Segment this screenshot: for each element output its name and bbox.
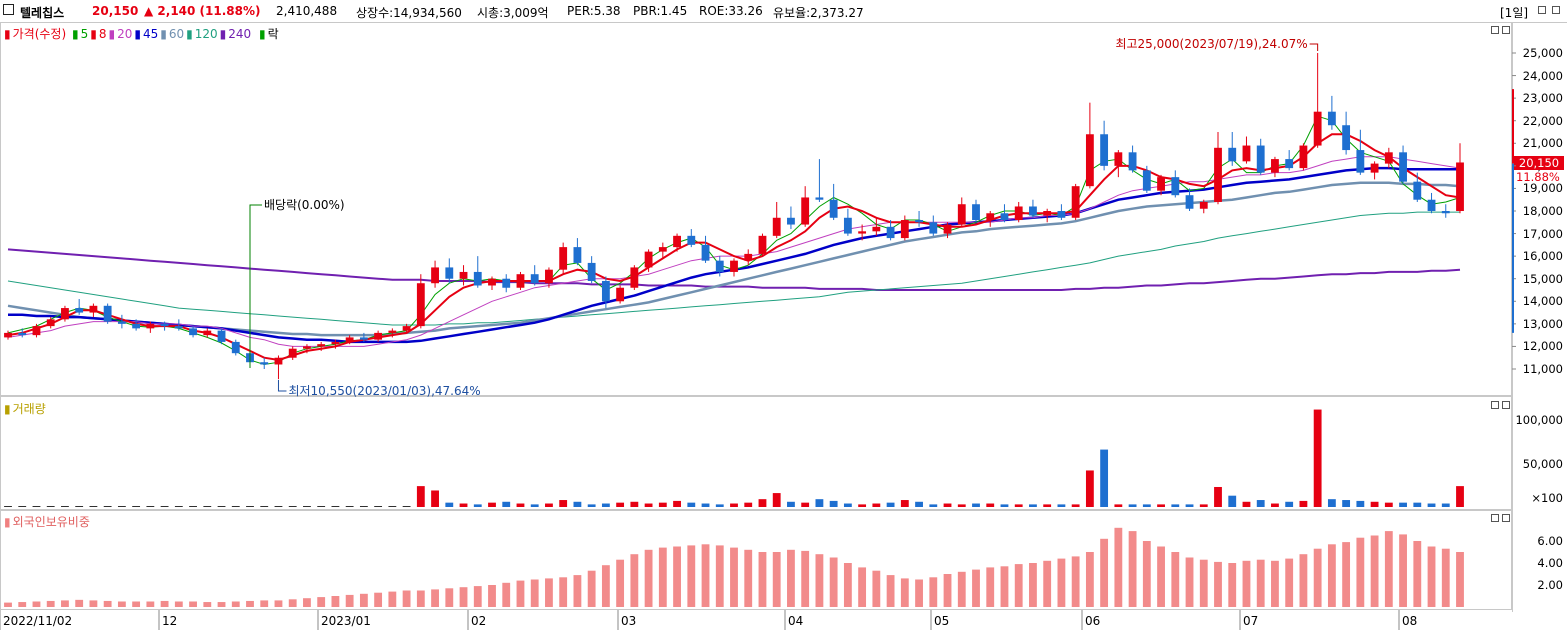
legend-foreign-label: 외국인보유비중	[12, 515, 90, 529]
current-pct-label: 11.88%	[1516, 170, 1560, 184]
maximize-icon[interactable]	[1538, 6, 1546, 14]
legend-ma-60: 60	[168, 27, 185, 41]
checkbox-icon[interactable]	[3, 4, 14, 15]
foreign-panel	[0, 510, 1512, 610]
volume-tick-label: 100,000	[1515, 413, 1563, 427]
foreign-tick-label: 4.00	[1537, 556, 1563, 570]
legend-ma-marker: ▮	[186, 27, 193, 41]
legend-ex-label: 락	[267, 27, 279, 41]
price-tick-label: 15,000	[1522, 271, 1563, 286]
market-cap: 시총:3,009억	[477, 6, 549, 20]
legend-volume-marker: ▮	[4, 402, 11, 416]
legend-ma-20: 20	[117, 27, 133, 41]
legend-ma-120: 120	[194, 27, 218, 41]
ma-legend: ▮ 5 ▮ 8 ▮ 20 ▮ 45 ▮ 60 ▮ 120 ▮ 240	[72, 27, 253, 41]
price-tick-label: 14,000	[1522, 294, 1563, 309]
price-legend: ▮ 가격(수정) ▮ 5 ▮ 8 ▮ 20 ▮ 45 ▮ 60 ▮ 120 ▮ 240 ▮ 락	[4, 25, 281, 42]
price-tick-label: 24,000	[1522, 68, 1563, 83]
reserve-ratio: 유보율:2,373.27	[773, 6, 864, 20]
legend-price-label: 가격(수정)	[12, 27, 67, 41]
x-axis-label: 02	[471, 614, 487, 628]
price-tick-label: 13,000	[1522, 316, 1563, 331]
price-change: ▲ 2,140 (11.88%)	[144, 4, 261, 18]
x-axis-label: 04	[788, 614, 804, 628]
foreign-tick-label: 6.00	[1537, 534, 1563, 548]
price-tick-label: 17,000	[1522, 226, 1563, 241]
legend-ma-marker: ▮	[160, 27, 167, 41]
per-value: PER:5.38	[567, 4, 621, 18]
legend-ma-marker: ▮	[219, 27, 227, 41]
volume-tick-label: 50,000	[1522, 456, 1563, 471]
legend-ma-45: 45	[142, 27, 159, 41]
current-price: 20,150	[92, 4, 139, 18]
price-tick-label: 22,000	[1522, 113, 1563, 128]
pbr-value: PBR:1.45	[633, 4, 688, 18]
legend-ma-marker: ▮	[90, 27, 97, 41]
close-icon[interactable]	[1552, 6, 1560, 14]
legend-ma-marker: ▮	[134, 27, 141, 41]
stock-info-bar: 텔레칩스 20,150 ▲ 2,140 (11.88%) 2,410,488 상…	[0, 0, 1567, 23]
current-price-box: 20,150	[1514, 156, 1564, 170]
volume-legend: ▮ 거래량	[4, 400, 48, 417]
x-axis-label: 06	[1085, 614, 1101, 628]
legend-ma-8: 8	[98, 27, 107, 41]
price-tick-label: 18,000	[1522, 204, 1563, 218]
price-tick-label: 19,000	[1522, 181, 1563, 196]
legend-ma-marker: ▮	[71, 27, 79, 41]
listed-shares: 상장수:14,934,560	[356, 6, 462, 20]
volume-close-icon[interactable]	[1502, 401, 1510, 409]
price-tick-label: 16,000	[1522, 249, 1563, 264]
trade-volume: 2,410,488	[276, 4, 338, 18]
legend-price-marker: ▮	[4, 27, 11, 41]
price-tick-label: 21,000	[1522, 136, 1563, 151]
foreign-legend: ▮ 외국인보유비중	[4, 513, 92, 530]
roe-value: ROE:33.26	[699, 4, 763, 18]
volume-maximize-icon[interactable]	[1491, 401, 1499, 409]
x-axis-label: 03	[621, 614, 637, 628]
price-tick-label: 12,000	[1522, 339, 1563, 354]
foreign-maximize-icon[interactable]	[1491, 514, 1499, 522]
price-panel	[0, 22, 1512, 396]
x-axis-label: 2023/01	[321, 614, 371, 628]
price-tick-label: 11,000	[1522, 362, 1563, 376]
legend-volume-label: 거래량	[12, 402, 46, 416]
price-tick-label: 25,000	[1522, 46, 1563, 60]
period-selector[interactable]: [1일]	[1500, 6, 1529, 20]
x-axis-label: 12	[162, 614, 178, 628]
foreign-close-icon[interactable]	[1502, 514, 1510, 522]
volume-unit-label: ×100	[1531, 491, 1563, 505]
volume-panel	[0, 396, 1512, 510]
foreign-tick-label: 2.00	[1537, 578, 1563, 592]
legend-ma-240: 240	[228, 27, 252, 41]
legend-foreign-marker: ▮	[4, 515, 11, 529]
panel-maximize-icon[interactable]	[1491, 26, 1499, 34]
panel-close-icon[interactable]	[1502, 26, 1510, 34]
stock-name[interactable]: 텔레칩스	[20, 6, 65, 20]
x-axis-label: 05	[934, 614, 950, 628]
price-tick-label: 23,000	[1522, 91, 1563, 106]
x-axis-label: 2022/11/02	[3, 614, 73, 628]
legend-ma-5: 5	[80, 27, 89, 41]
legend-ex-marker: ▮	[259, 27, 266, 41]
legend-ma-marker: ▮	[108, 27, 116, 41]
x-axis-label: 07	[1243, 614, 1259, 628]
x-axis-label: 08	[1402, 614, 1418, 628]
